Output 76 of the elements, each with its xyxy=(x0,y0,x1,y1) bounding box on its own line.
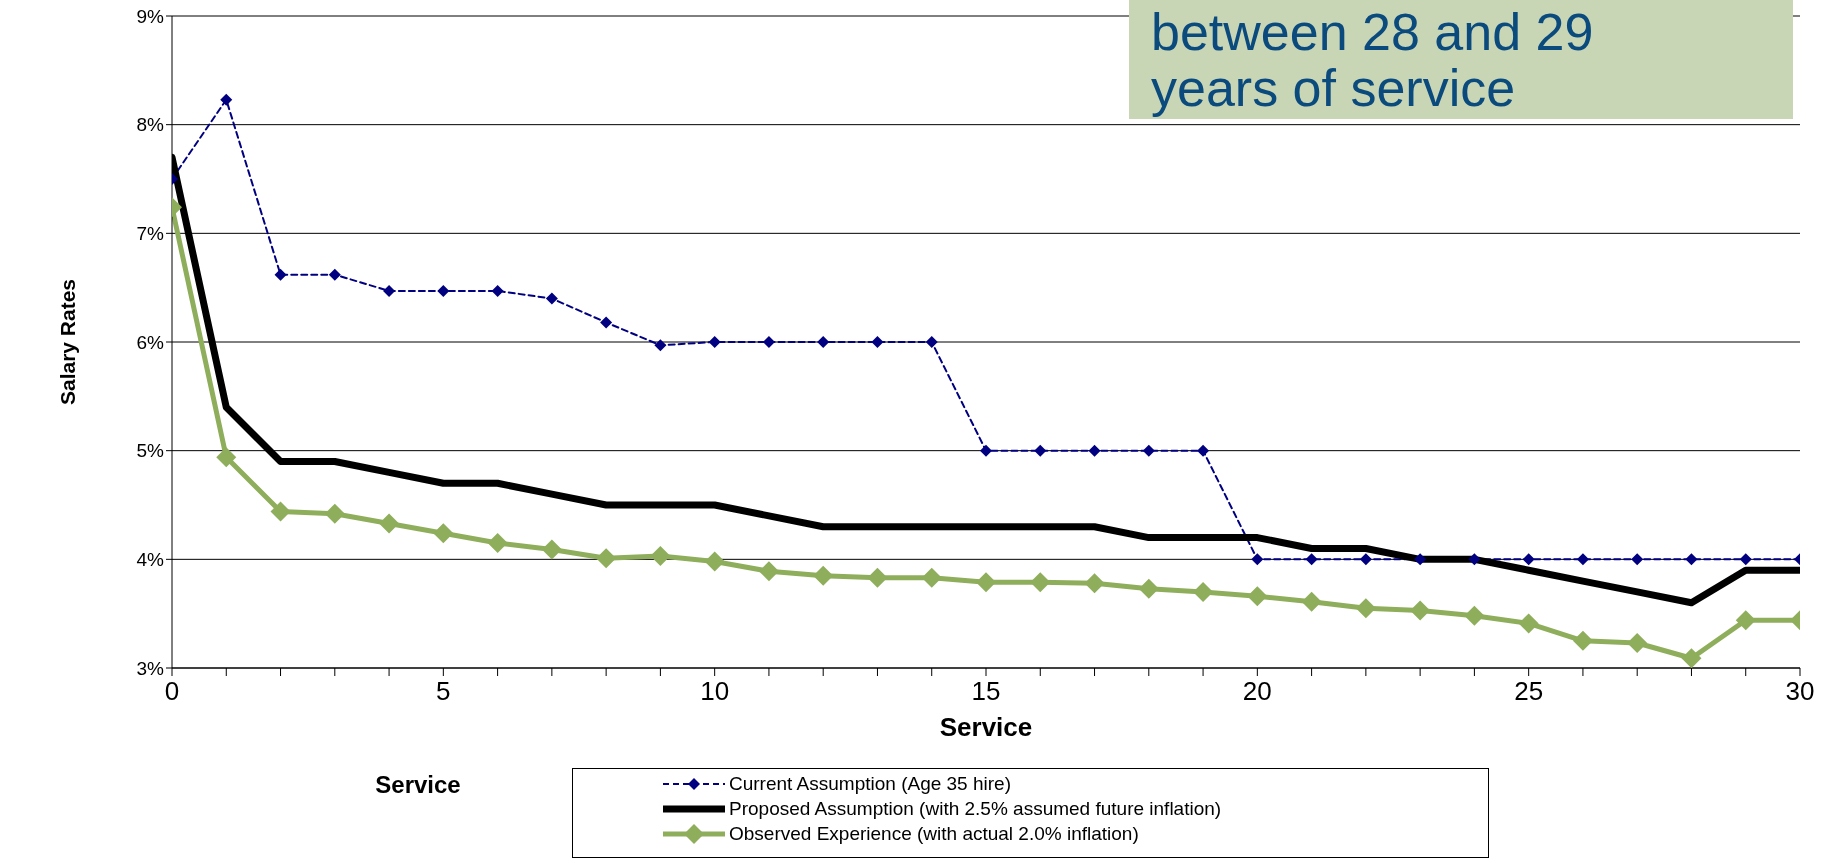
point xyxy=(813,565,834,586)
point xyxy=(1414,553,1427,566)
point xyxy=(1305,553,1318,566)
point xyxy=(600,316,613,329)
y-tick-label: 3% xyxy=(136,657,165,679)
point xyxy=(437,284,450,297)
point xyxy=(1685,553,1698,566)
legend-label: Current Assumption (Age 35 hire) xyxy=(729,772,1011,795)
point xyxy=(654,339,667,352)
x-tick-label: 10 xyxy=(700,676,730,707)
point xyxy=(1464,605,1485,626)
y-axis-title: Salary Rates xyxy=(56,278,80,406)
y-tick-label: 7% xyxy=(136,223,165,245)
point xyxy=(1735,610,1756,631)
point xyxy=(1631,553,1644,566)
point xyxy=(220,93,233,106)
point xyxy=(545,292,558,305)
point xyxy=(1468,553,1481,566)
point xyxy=(1681,648,1702,668)
text-box: between 28 and 29 years of service xyxy=(1129,0,1793,119)
point xyxy=(1518,613,1539,634)
point xyxy=(328,268,341,281)
point xyxy=(708,336,721,348)
point xyxy=(1138,578,1159,599)
point xyxy=(1355,598,1376,619)
point xyxy=(925,336,938,348)
y-tick-label: 8% xyxy=(136,114,165,136)
point xyxy=(1247,586,1268,607)
point xyxy=(1193,581,1214,602)
point xyxy=(1410,600,1431,621)
point xyxy=(758,561,779,582)
x-tick-label: 20 xyxy=(1242,676,1272,707)
text: Service xyxy=(374,771,462,799)
point xyxy=(1034,444,1047,457)
point xyxy=(704,551,725,572)
point xyxy=(1359,553,1372,566)
point xyxy=(274,268,287,281)
point xyxy=(867,567,888,588)
legend-label: Proposed Assumption (with 2.5% assumed future inflation) xyxy=(729,797,1222,820)
legend-label: Observed Experience (with actual 2.0% inflation) xyxy=(729,822,1139,845)
point xyxy=(1030,572,1051,593)
x-axis-title: Service xyxy=(939,712,1033,742)
point xyxy=(921,567,942,588)
point xyxy=(1572,630,1593,651)
point xyxy=(596,548,617,569)
point xyxy=(324,503,345,524)
x-tick-label: 0 xyxy=(164,676,180,707)
point xyxy=(379,513,400,534)
point xyxy=(1251,553,1264,566)
point xyxy=(433,523,454,544)
point xyxy=(1627,633,1648,654)
point xyxy=(1084,573,1105,594)
point xyxy=(216,447,237,468)
y-tick-label: 5% xyxy=(136,440,165,462)
point xyxy=(1522,553,1535,566)
point xyxy=(980,444,992,457)
point xyxy=(541,539,562,560)
point xyxy=(1576,553,1589,566)
x-tick-label: 5 xyxy=(436,676,451,707)
point xyxy=(491,284,504,297)
x-tick-label: 25 xyxy=(1514,676,1544,707)
point xyxy=(1142,444,1155,457)
point xyxy=(1301,591,1322,612)
point xyxy=(871,336,884,348)
point xyxy=(1739,553,1752,566)
point xyxy=(1088,444,1101,457)
x-tick-label: 15 xyxy=(971,676,1001,707)
point xyxy=(487,533,508,554)
point xyxy=(976,572,996,593)
point xyxy=(1197,444,1210,457)
point xyxy=(270,501,291,522)
y-tick-label: 9% xyxy=(136,5,165,27)
y-tick-label: 4% xyxy=(136,549,165,571)
y-tick-label: 6% xyxy=(136,331,165,353)
point xyxy=(650,546,671,567)
x-tick-label: 30 xyxy=(1785,676,1815,707)
